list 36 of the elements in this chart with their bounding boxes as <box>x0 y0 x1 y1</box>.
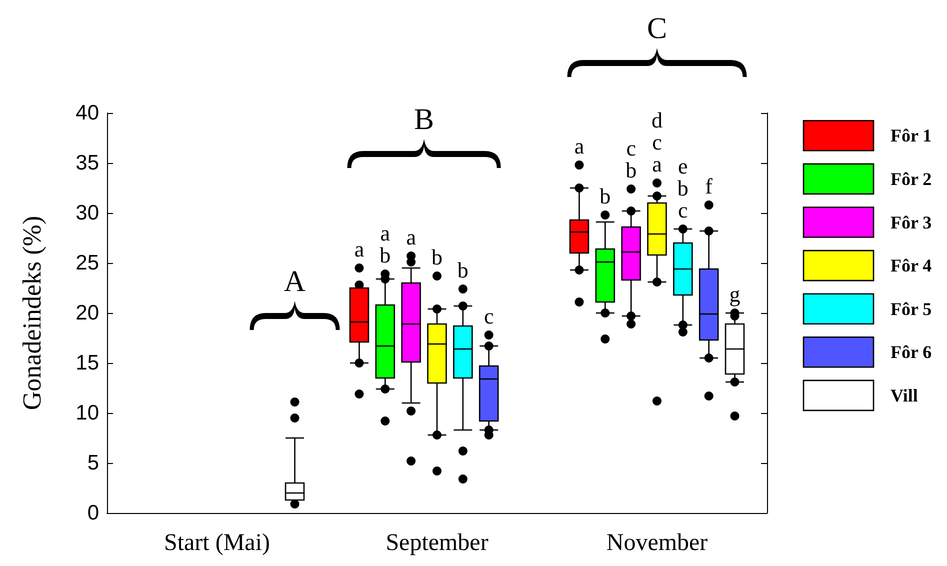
y-tick-label: 5 <box>87 452 99 474</box>
legend-label: Vill <box>890 385 918 406</box>
legend-label: Fôr 2 <box>890 168 932 189</box>
legend-label: Fôr 5 <box>890 298 932 319</box>
legend-label: Fôr 4 <box>890 256 932 276</box>
text: d c a <box>652 108 662 176</box>
text: g <box>729 282 740 306</box>
y-tick-label: 35 <box>76 152 99 174</box>
text: b <box>432 244 442 270</box>
text: a <box>354 236 364 262</box>
text: a <box>406 224 416 250</box>
annotation: A <box>284 265 306 298</box>
x-tick-label: Start (Mai) <box>164 530 270 556</box>
text: b <box>600 184 611 208</box>
text: C <box>646 12 668 45</box>
text: f <box>705 174 713 198</box>
y-tick-label: 20 <box>76 302 99 324</box>
text: a <box>574 134 584 158</box>
y-axis-title: Gonadeindeks (%) <box>18 216 46 410</box>
y-tick-label: 40 <box>76 102 99 124</box>
y-tick-label: 0 <box>87 502 99 524</box>
x-tick-label: September <box>386 530 488 556</box>
annotation: B <box>414 103 434 136</box>
text: c b <box>626 136 637 182</box>
x-tick-label: November <box>606 530 708 556</box>
text: b <box>457 258 468 282</box>
y-tick-label: 15 <box>76 352 99 374</box>
y-tick-label: 10 <box>76 402 99 424</box>
legend-label: Fôr 1 <box>890 126 932 146</box>
y-tick-label: 25 <box>76 252 99 274</box>
legend-label: Fôr 3 <box>890 212 932 232</box>
y-tick-label: 30 <box>76 202 99 224</box>
legend-label: Fôr 6 <box>890 342 932 362</box>
text: a b <box>380 220 391 268</box>
text: e b c <box>677 154 688 222</box>
text: c <box>484 304 494 328</box>
